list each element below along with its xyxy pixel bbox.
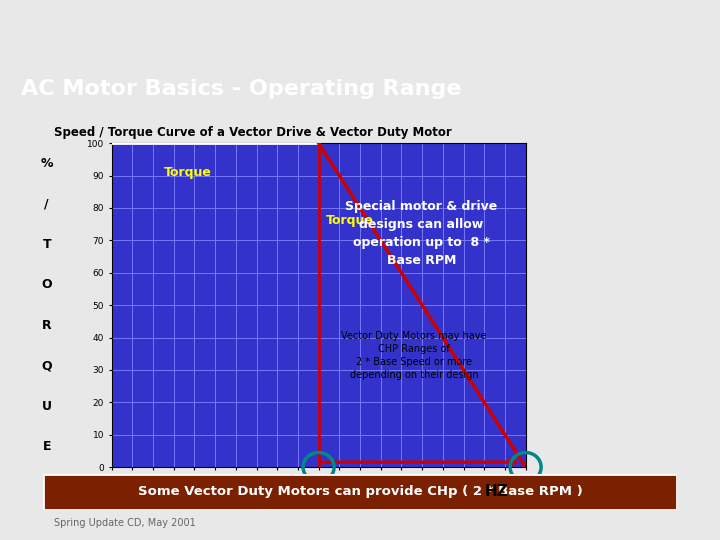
Text: /: / [45,197,49,211]
Text: Vector Duty Motors may have
CHP Ranges of
2 * Base Speed or more
depending on th: Vector Duty Motors may have CHP Ranges o… [341,330,487,380]
Text: T: T [42,238,51,251]
Text: Torque: Torque [325,214,374,227]
FancyBboxPatch shape [43,474,677,510]
Text: HZ: HZ [485,484,508,499]
Text: Torque: Torque [163,166,212,179]
Text: O: O [42,278,52,292]
Text: Speed / Torque Curve of a Vector Drive & Vector Duty Motor: Speed / Torque Curve of a Vector Drive &… [54,126,451,139]
Text: Spring Update CD, May 2001: Spring Update CD, May 2001 [54,518,196,529]
Text: R: R [42,319,52,332]
Text: %: % [40,157,53,170]
Text: AC Motor Basics - Operating Range: AC Motor Basics - Operating Range [22,78,462,99]
Text: Some Vector Duty Motors can provide CHp ( 2 * Base RPM ): Some Vector Duty Motors can provide CHp … [138,485,582,498]
Text: E: E [42,440,51,454]
Text: U: U [42,400,52,413]
Text: Special motor & drive
designs can allow
operation up to  8 *
Base RPM: Special motor & drive designs can allow … [345,200,498,267]
Text: Q: Q [42,359,52,373]
